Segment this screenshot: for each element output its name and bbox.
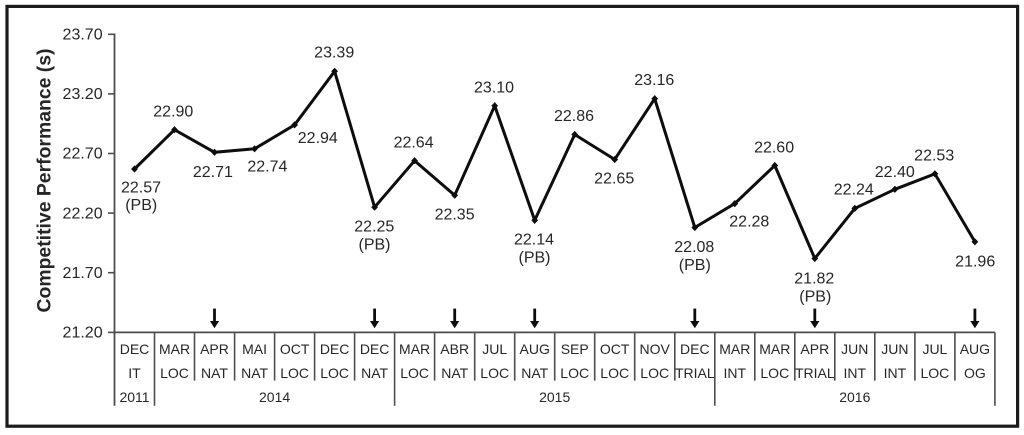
svg-text:(PB): (PB) bbox=[519, 250, 551, 267]
svg-text:LOC: LOC bbox=[640, 365, 669, 381]
svg-text:NOV: NOV bbox=[640, 341, 671, 357]
svg-text:LOC: LOC bbox=[480, 365, 509, 381]
svg-text:INT: INT bbox=[884, 365, 907, 381]
svg-text:MAI: MAI bbox=[242, 341, 267, 357]
svg-text:22.35: 22.35 bbox=[435, 207, 475, 224]
svg-text:23.16: 23.16 bbox=[634, 72, 674, 89]
svg-text:TRIAL: TRIAL bbox=[675, 365, 715, 381]
svg-text:JUN: JUN bbox=[841, 341, 868, 357]
svg-text:MAR: MAR bbox=[399, 341, 430, 357]
svg-text:22.40: 22.40 bbox=[875, 164, 915, 181]
svg-text:LOC: LOC bbox=[160, 365, 189, 381]
svg-text:OCT: OCT bbox=[280, 341, 310, 357]
svg-text:23.39: 23.39 bbox=[314, 45, 354, 62]
svg-text:TRIAL: TRIAL bbox=[795, 365, 835, 381]
svg-text:22.20: 22.20 bbox=[63, 205, 103, 222]
svg-text:22.60: 22.60 bbox=[754, 140, 794, 157]
svg-text:22.64: 22.64 bbox=[394, 135, 434, 152]
svg-text:21.20: 21.20 bbox=[63, 325, 103, 342]
svg-text:21.82: 21.82 bbox=[794, 270, 834, 287]
svg-text:22.70: 22.70 bbox=[63, 146, 103, 163]
svg-text:NAT: NAT bbox=[521, 365, 548, 381]
svg-text:2015: 2015 bbox=[539, 389, 570, 405]
svg-text:INT: INT bbox=[724, 365, 747, 381]
svg-text:22.14: 22.14 bbox=[514, 232, 554, 249]
svg-text:(PB): (PB) bbox=[125, 197, 157, 214]
svg-text:2014: 2014 bbox=[259, 389, 290, 405]
svg-text:SEP: SEP bbox=[561, 341, 589, 357]
svg-text:DEC: DEC bbox=[360, 341, 390, 357]
svg-text:AUG: AUG bbox=[960, 341, 990, 357]
svg-text:22.25: 22.25 bbox=[354, 219, 394, 236]
svg-text:(PB): (PB) bbox=[679, 257, 711, 274]
svg-text:21.70: 21.70 bbox=[63, 265, 103, 282]
svg-text:22.24: 22.24 bbox=[834, 182, 874, 199]
svg-text:22.86: 22.86 bbox=[554, 108, 594, 125]
svg-text:LOC: LOC bbox=[400, 365, 429, 381]
svg-text:JUL: JUL bbox=[922, 341, 947, 357]
svg-text:JUL: JUL bbox=[482, 341, 507, 357]
svg-text:22.57: 22.57 bbox=[121, 179, 161, 196]
svg-text:MAR: MAR bbox=[159, 341, 190, 357]
svg-text:(PB): (PB) bbox=[799, 289, 831, 306]
svg-text:22.28: 22.28 bbox=[729, 214, 769, 231]
svg-text:22.74: 22.74 bbox=[247, 159, 287, 176]
svg-text:LOC: LOC bbox=[921, 365, 950, 381]
svg-text:DEC: DEC bbox=[120, 341, 150, 357]
svg-text:APR: APR bbox=[800, 341, 829, 357]
svg-text:IT: IT bbox=[128, 365, 141, 381]
svg-text:22.53: 22.53 bbox=[914, 147, 954, 164]
svg-text:DEC: DEC bbox=[680, 341, 710, 357]
svg-text:NAT: NAT bbox=[241, 365, 268, 381]
svg-text:MAR: MAR bbox=[719, 341, 750, 357]
svg-text:NAT: NAT bbox=[361, 365, 388, 381]
svg-text:22.71: 22.71 bbox=[193, 164, 233, 181]
svg-text:LOC: LOC bbox=[760, 365, 789, 381]
svg-text:22.65: 22.65 bbox=[594, 171, 634, 188]
svg-text:LOC: LOC bbox=[320, 365, 349, 381]
svg-text:(PB): (PB) bbox=[359, 236, 391, 253]
svg-text:MAR: MAR bbox=[759, 341, 790, 357]
svg-text:ABR: ABR bbox=[440, 341, 469, 357]
svg-text:23.10: 23.10 bbox=[474, 80, 514, 97]
svg-text:22.90: 22.90 bbox=[153, 103, 193, 120]
svg-text:DEC: DEC bbox=[320, 341, 350, 357]
svg-text:OG: OG bbox=[964, 365, 986, 381]
svg-text:23.20: 23.20 bbox=[63, 86, 103, 103]
svg-text:APR: APR bbox=[200, 341, 229, 357]
svg-text:21.96: 21.96 bbox=[955, 253, 995, 270]
svg-text:LOC: LOC bbox=[280, 365, 309, 381]
svg-text:2011: 2011 bbox=[119, 389, 149, 405]
svg-text:NAT: NAT bbox=[441, 365, 468, 381]
svg-text:Competitive Performance (s): Competitive Performance (s) bbox=[34, 49, 56, 313]
svg-text:NAT: NAT bbox=[201, 365, 228, 381]
svg-text:LOC: LOC bbox=[560, 365, 589, 381]
svg-text:22.08: 22.08 bbox=[674, 239, 714, 256]
svg-text:LOC: LOC bbox=[600, 365, 629, 381]
svg-text:INT: INT bbox=[844, 365, 867, 381]
svg-text:22.94: 22.94 bbox=[298, 130, 338, 147]
svg-text:AUG: AUG bbox=[520, 341, 550, 357]
svg-text:JUN: JUN bbox=[881, 341, 908, 357]
svg-text:23.70: 23.70 bbox=[63, 27, 103, 44]
svg-text:2016: 2016 bbox=[839, 389, 870, 405]
svg-text:OCT: OCT bbox=[600, 341, 630, 357]
